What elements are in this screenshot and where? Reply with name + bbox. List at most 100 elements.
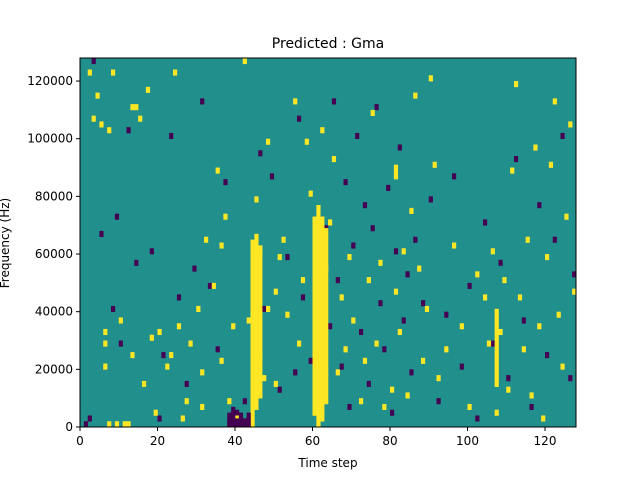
heatmap-cell-low — [506, 375, 511, 382]
heatmap-run-low — [227, 412, 232, 428]
heatmap-cell-high — [277, 254, 282, 261]
heatmap-cell-high — [219, 242, 224, 249]
heatmap-cell-low — [297, 115, 302, 122]
heatmap-cell-low — [397, 144, 402, 151]
heatmap-cell-high — [521, 346, 526, 353]
y-tick-label: 20000 — [35, 362, 73, 376]
heatmap-cell-high — [498, 328, 503, 336]
heatmap-cell-high — [297, 340, 302, 347]
heatmap-cell-high — [545, 254, 550, 261]
heatmap-cell-high — [153, 409, 158, 416]
heatmap-cell-high — [126, 421, 131, 428]
heatmap-cell-low — [262, 305, 267, 312]
heatmap-cell-low — [285, 254, 290, 261]
heatmap-cell-high — [180, 415, 185, 422]
heatmap-cell-low — [560, 132, 565, 140]
heatmap-cell-low — [359, 328, 364, 336]
heatmap-cell-high — [552, 98, 557, 105]
heatmap-cell-low — [215, 346, 220, 353]
heatmap-cell-low — [192, 265, 197, 272]
heatmap-cell-high — [560, 363, 565, 370]
heatmap-cell-high — [343, 346, 348, 353]
heatmap-cell-high — [572, 288, 577, 295]
heatmap-cell-low — [207, 282, 213, 289]
heatmap-cell-low — [99, 230, 104, 238]
heatmap-cell-high — [370, 109, 375, 116]
heatmap-cell-high — [130, 104, 135, 111]
heatmap-cell-high — [304, 138, 309, 145]
heatmap-cell-high — [397, 328, 402, 336]
heatmap-cell-high — [401, 248, 406, 255]
y-tick-label: 0 — [65, 420, 73, 434]
heatmap-cell-high — [409, 207, 414, 214]
x-tick-label: 60 — [305, 434, 320, 448]
heatmap-cell-low — [386, 184, 391, 191]
chart-title: Predicted : Gma — [272, 36, 384, 52]
heatmap-cell-low — [335, 277, 340, 284]
heatmap-cell-high — [219, 357, 224, 364]
heatmap-cell-low — [370, 225, 375, 232]
heatmap-cell-low — [490, 340, 495, 347]
heatmap-cell-low — [409, 369, 414, 376]
heatmap-cell-high — [413, 92, 418, 99]
heatmap-cell-high — [223, 213, 228, 220]
heatmap-cell-high — [188, 340, 193, 347]
heatmap-cell-high — [254, 196, 259, 203]
heatmap-cell-high — [517, 294, 523, 301]
heatmap-cell-low — [362, 202, 368, 209]
heatmap-cell-high — [107, 421, 112, 428]
heatmap-cell-low — [300, 294, 306, 301]
heatmap-cell-high — [382, 403, 387, 411]
heatmap-cell-high — [204, 236, 209, 243]
heatmap-cell-low — [111, 305, 116, 312]
heatmap-cell-high — [417, 265, 422, 272]
heatmap-cell-high — [176, 323, 182, 330]
heatmap-cell-high — [95, 92, 100, 99]
heatmap-cell-high — [475, 271, 480, 278]
y-tick-label: 60000 — [35, 247, 73, 261]
heatmap-run-high — [316, 205, 321, 428]
heatmap-cell-high — [266, 138, 271, 145]
x-tick-label: 80 — [382, 434, 397, 448]
heatmap-cell-high — [173, 69, 178, 76]
heatmap-cell-high — [494, 409, 499, 416]
heatmap-cell-low — [436, 398, 441, 405]
x-tick-label: 20 — [150, 434, 165, 448]
heatmap-cell-high — [145, 86, 151, 93]
heatmap-cell-high — [564, 213, 569, 220]
heatmap-cell-high — [308, 190, 313, 197]
heatmap-cell-low — [134, 259, 139, 266]
heatmap-cell-high — [347, 254, 352, 261]
heatmap-run-low — [235, 418, 240, 428]
heatmap-cell-high — [483, 294, 488, 301]
heatmap-cell-low — [339, 363, 344, 370]
heatmap-cell-low — [483, 219, 488, 226]
heatmap-cell-high — [393, 288, 399, 295]
heatmap-cell-low — [242, 398, 247, 405]
heatmap-cell-high — [529, 392, 534, 399]
heatmap-cell-high — [568, 121, 573, 128]
heatmap-cell-low — [91, 58, 96, 65]
heatmap-cell-low — [293, 369, 298, 376]
heatmap-cell-low — [351, 242, 356, 249]
heatmap-run-low — [246, 412, 251, 428]
heatmap-cell-high — [366, 277, 371, 284]
heatmap-cell-low — [149, 248, 154, 255]
heatmap-cell-high — [103, 363, 108, 370]
x-tick-label: 40 — [227, 434, 242, 448]
heatmap-cell-low — [401, 317, 406, 324]
heatmap-cell-high — [130, 352, 135, 359]
heatmap-cell-low — [374, 104, 379, 111]
heatmap-cell-high — [486, 340, 492, 347]
heatmap-cell-high — [157, 328, 162, 336]
y-tick-label: 100000 — [27, 132, 73, 146]
heatmap-cell-high — [165, 363, 170, 370]
heatmap-cell-high — [339, 294, 344, 301]
heatmap-cell-low — [169, 132, 174, 140]
heatmap-cell-high — [556, 311, 561, 318]
heatmap-cell-low — [545, 352, 550, 359]
heatmap-cell-high — [99, 121, 104, 128]
y-tick-label: 40000 — [35, 305, 73, 319]
y-axis: 0 20000 40000 60000 80000 100000 120000 — [27, 74, 80, 434]
heatmap-cell-high — [537, 323, 542, 330]
